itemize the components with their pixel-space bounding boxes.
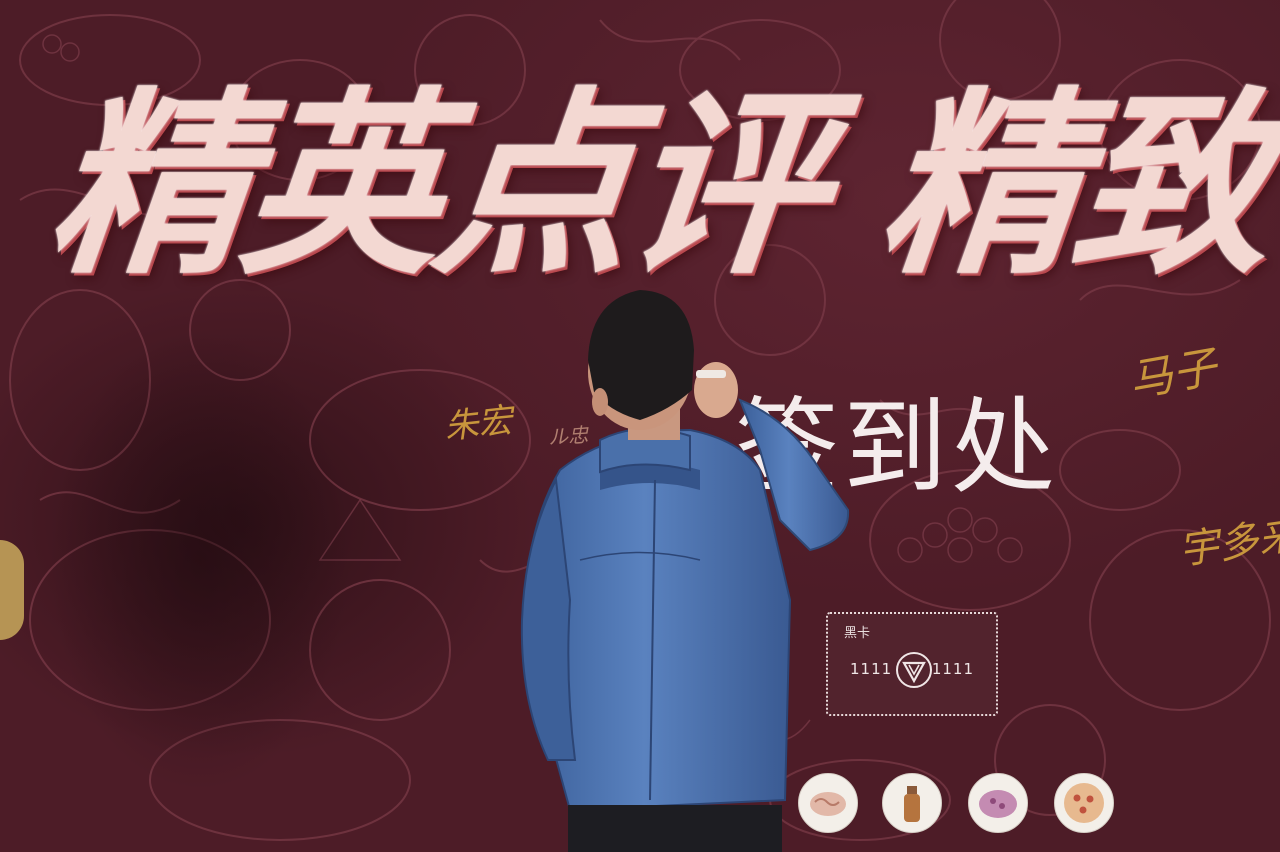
card-number-left: 1111: [850, 660, 893, 678]
card-number-right: 1111: [931, 660, 974, 678]
dessert-plate-icon: [968, 773, 1028, 833]
membership-card: 黑卡 1111 1111: [826, 612, 998, 716]
checkin-label: 签到处: [735, 386, 1060, 508]
card-brand: 黑卡: [844, 626, 871, 641]
headline-slogan: 精英点评 精致: [39, 68, 1280, 301]
pizza-icon: [1054, 773, 1114, 833]
yellow-object-edge: [0, 540, 24, 640]
v-shield-icon: [896, 652, 932, 688]
signature-1: 朱宏: [442, 400, 515, 448]
signature-4: ル忠: [547, 422, 589, 450]
noodle-plate-icon: [798, 773, 858, 833]
drink-bottle-icon: [882, 773, 942, 833]
